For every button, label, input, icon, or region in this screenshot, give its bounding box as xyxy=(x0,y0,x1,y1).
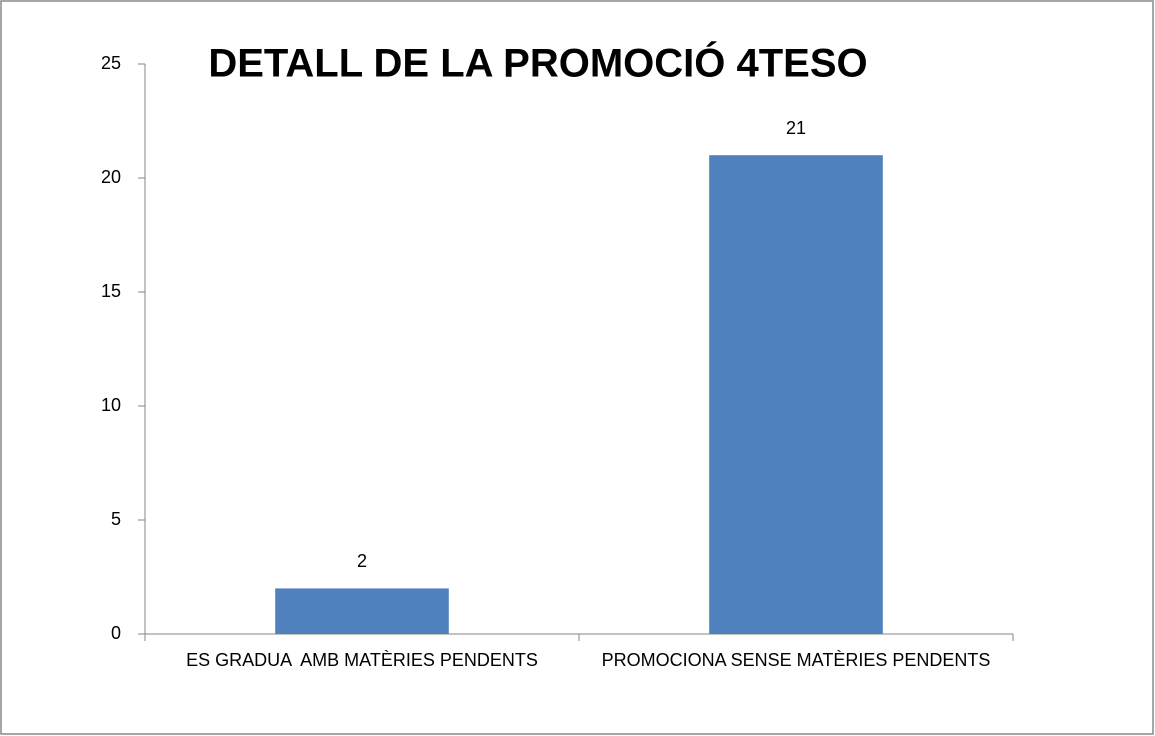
data-label: 21 xyxy=(786,118,806,138)
bar xyxy=(709,155,883,634)
y-tick-label: 20 xyxy=(101,167,121,187)
y-tick-label: 0 xyxy=(111,623,121,643)
x-tick-label-box: PROMOCIONA SENSE MATÈRIES PENDENTS xyxy=(601,650,991,670)
y-tick-label: 25 xyxy=(101,53,121,73)
y-tick-label: 5 xyxy=(111,509,121,529)
chart-title: DETALL DE LA PROMOCIÓ 4TESO xyxy=(208,40,867,86)
y-tick-label: 15 xyxy=(101,281,121,301)
data-label: 2 xyxy=(357,551,367,571)
y-tick-label: 10 xyxy=(101,395,121,415)
x-tick-label: PROMOCIONA SENSE MATÈRIES PENDENTS xyxy=(601,650,991,670)
x-tick-label-box: ES GRADUA AMB MATÈRIES PENDENTS xyxy=(186,650,538,670)
x-tick-label: ES GRADUA AMB MATÈRIES PENDENTS xyxy=(186,650,538,670)
bar xyxy=(275,588,449,634)
